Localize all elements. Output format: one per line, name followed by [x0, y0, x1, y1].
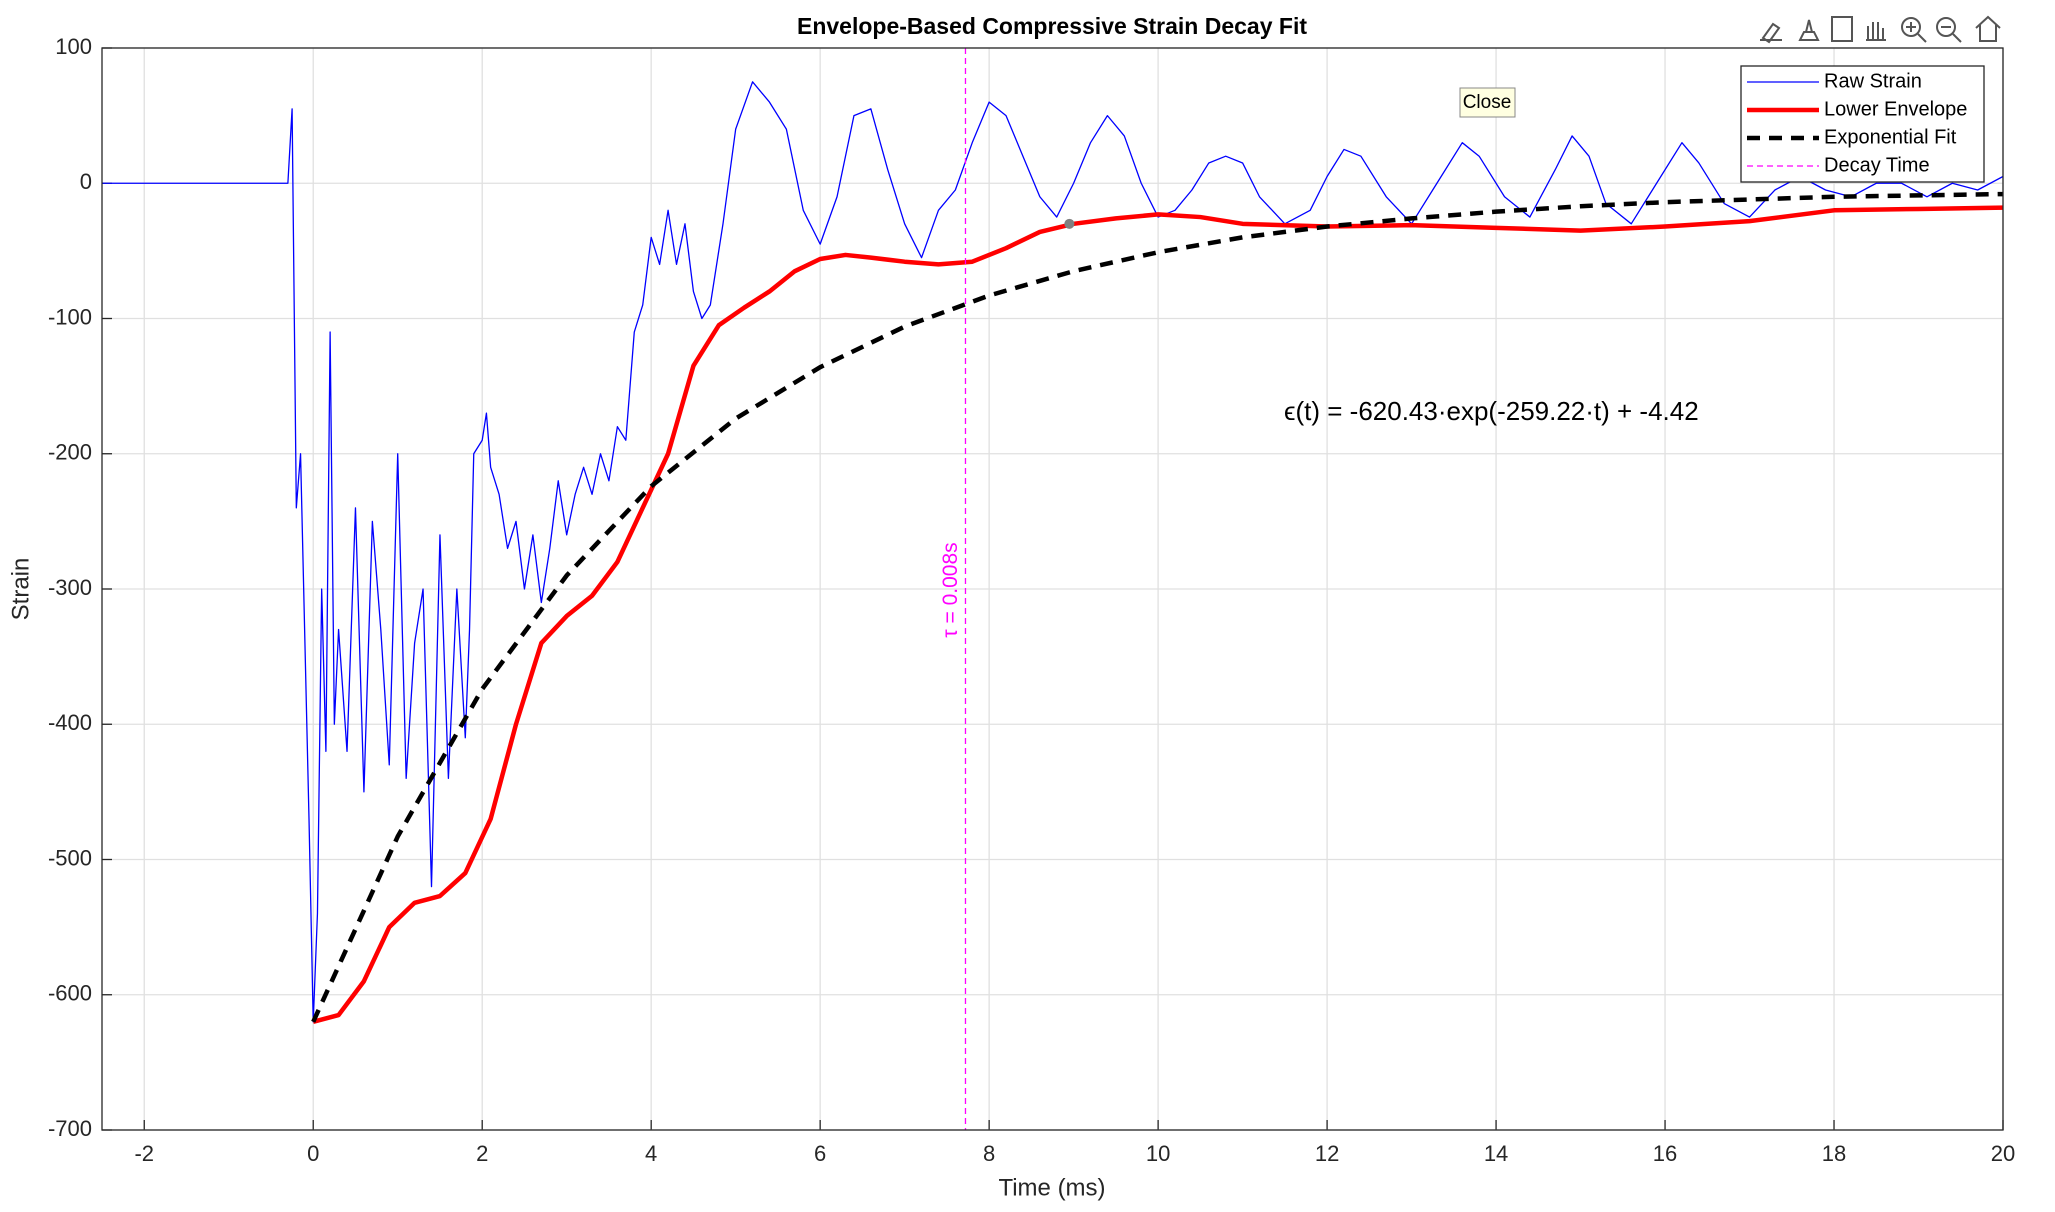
toolbar-home[interactable] [1975, 15, 2001, 42]
x-tick-label: 0 [307, 1141, 319, 1166]
legend-label: Exponential Fit [1824, 126, 1957, 148]
toolbar-pan[interactable] [1866, 22, 1886, 41]
toolbar-zoom-in-glyph[interactable] [1906, 22, 1927, 43]
x-tick-label: 8 [983, 1141, 995, 1166]
x-tick-label: 20 [1991, 1141, 2015, 1166]
toolbar-brush[interactable] [1760, 22, 1782, 44]
toolbar[interactable] [1760, 15, 2001, 44]
x-tick-label: 16 [1653, 1141, 1677, 1166]
y-tick-label: 100 [55, 34, 92, 59]
series-line [312, 205, 2003, 1024]
toolbar-zoom-out-glyph[interactable] [1941, 26, 1962, 43]
toolbar-data-tips[interactable] [1798, 19, 1820, 41]
x-tick-label: 4 [645, 1141, 657, 1166]
legend-label: Raw Strain [1824, 70, 1922, 92]
y-tick-label: -200 [48, 440, 92, 465]
legend-label: Decay Time [1824, 154, 1930, 176]
chart-title: Envelope-Based Compressive Strain Decay … [797, 13, 1307, 39]
y-tick-label: -600 [48, 981, 92, 1006]
legend-box [1740, 65, 1985, 183]
x-tick-label: 6 [814, 1141, 826, 1166]
series-layer [102, 48, 2003, 1130]
series-line [311, 191, 2003, 1023]
x-tick-label: 2 [476, 1141, 488, 1166]
x-tick-label: -2 [134, 1141, 154, 1166]
toolbar-legend[interactable] [1831, 16, 1853, 42]
x-tick-label: 10 [1146, 1141, 1170, 1166]
legend-label: Lower Envelope [1824, 98, 1967, 120]
series-line [102, 81, 2003, 1023]
x-tick-label: 18 [1822, 1141, 1846, 1166]
y-tick-label: -100 [48, 304, 92, 329]
axes-box [101, 47, 2004, 1131]
y-tick-label: -400 [48, 710, 92, 735]
y-tick-label: -700 [48, 1116, 92, 1141]
equation-annotation: ϵ(t) = -620.43·exp(-259.22·t) + -4.42 [1284, 396, 1699, 426]
x-axis-label: Time (ms) [998, 1174, 1105, 1201]
y-tick-label: -300 [48, 575, 92, 600]
x-tick-label: 12 [1315, 1141, 1339, 1166]
y-tick-label: 0 [80, 169, 92, 194]
tooltip-box [1459, 87, 1516, 118]
y-tick-label: -500 [48, 845, 92, 870]
tooltip-text: Close [1463, 92, 1512, 113]
y-axis-label: Strain [7, 558, 34, 621]
toolbar-zoom-out[interactable] [1936, 17, 1956, 37]
x-tick-label: 14 [1484, 1141, 1508, 1166]
decay-time-label: τ = 0.008s [939, 542, 962, 637]
data-tip-marker [1064, 218, 1075, 229]
toolbar-zoom-in[interactable] [1901, 17, 1921, 37]
